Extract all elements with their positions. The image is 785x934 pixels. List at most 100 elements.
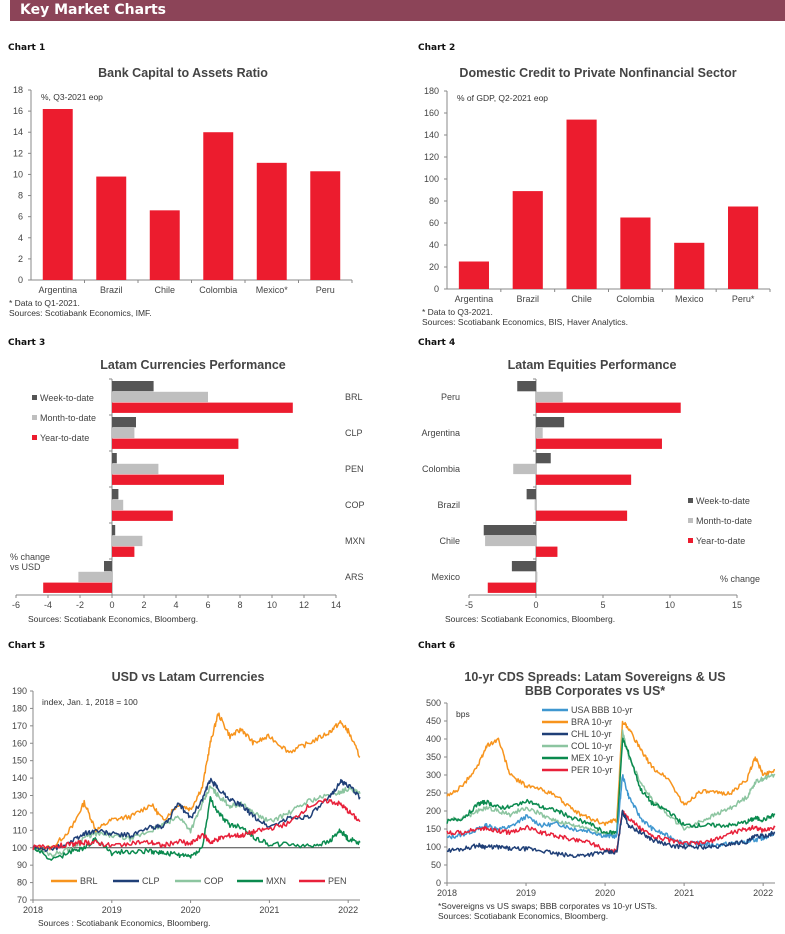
x-tick-label: 0 [109, 600, 114, 610]
x-tick-label: -5 [465, 600, 473, 610]
y-tick-label: 8 [18, 191, 23, 201]
y-tick-label: 300 [426, 770, 441, 780]
x-tick-label: Argentina [455, 294, 494, 304]
y-tick-label: 14 [13, 127, 23, 137]
legend-label: Month-to-date [696, 516, 752, 526]
bar-chile-week-to-date [483, 525, 536, 536]
category-label: Chile [439, 536, 460, 546]
chart-annotation: %, Q3-2021 eop [41, 92, 103, 102]
x-tick-label: 2021 [259, 905, 279, 915]
y-tick-label: 120 [424, 152, 439, 162]
category-label: Brazil [437, 500, 460, 510]
chart-1-bank-capital: Bank Capital to Assets Ratio %, Q3-2021 e… [9, 66, 353, 318]
bar-pen-week-to-date [112, 453, 117, 464]
y-tick-label: 130 [12, 791, 27, 801]
bar-brazil-year-to-date [536, 510, 628, 521]
y-tick-label: 450 [426, 716, 441, 726]
chart-6-cds-spreads: 10-yr CDS Spreads: Latam Sovereigns & US… [426, 670, 776, 921]
x-tick-label: 8 [237, 600, 242, 610]
chart-5-label: Chart 5 [8, 641, 46, 651]
x-tick-label: 2019 [102, 905, 122, 915]
y-tick-label: 150 [12, 756, 27, 766]
chart-title: Latam Currencies Performance [100, 358, 286, 372]
y-tick-label: 0 [436, 878, 441, 888]
category-label: Argentina [421, 428, 460, 438]
bar-mxn-month-to-date [112, 535, 143, 547]
y-tick-label: 100 [426, 842, 441, 852]
bar-brl-month-to-date [112, 391, 208, 403]
footnote: Sources: Scotiabank Economics, Bloomberg… [445, 614, 615, 624]
series-line-mxn [32, 795, 361, 861]
chart-2-label: Chart 2 [418, 43, 456, 53]
y-tick-label: 150 [426, 824, 441, 834]
y-tick-label: 0 [18, 275, 23, 285]
bar-pen-year-to-date [112, 474, 224, 485]
x-tick-label: 2018 [23, 905, 43, 915]
y-tick-label: 4 [18, 233, 23, 243]
bar-chile-year-to-date [536, 546, 558, 557]
x-tick-label: 2022 [338, 905, 358, 915]
chart-3-label: Chart 3 [8, 338, 46, 348]
y-tick-label: 18 [13, 85, 23, 95]
chart-title: Latam Equities Performance [508, 358, 677, 372]
x-tick-label: Brazil [100, 285, 123, 295]
chart-annotation: bps [456, 709, 470, 719]
y-tick-label: 12 [13, 148, 23, 158]
x-tick-label: Mexico* [256, 285, 289, 295]
bar-chile [566, 119, 597, 289]
category-label: BRL [345, 392, 363, 402]
footnote: Sources: Scotiabank Economics, Bloomberg… [438, 911, 608, 921]
legend-swatch [688, 538, 693, 543]
legend-swatch [688, 518, 693, 523]
y-tick-label: 90 [17, 860, 27, 870]
bar-argentina [458, 261, 489, 289]
y-tick-label: 250 [426, 788, 441, 798]
bar-cop-year-to-date [112, 510, 173, 521]
y-tick-label: 6 [18, 212, 23, 222]
y-tick-label: 120 [12, 808, 27, 818]
legend-label: Month-to-date [40, 413, 96, 423]
chart-title: Bank Capital to Assets Ratio [98, 66, 268, 80]
legend-label: Year-to-date [40, 433, 89, 443]
series-line-brl [32, 712, 361, 851]
footnote: Sources: Scotiabank Economics, Bloomberg… [28, 614, 198, 624]
legend-swatch [32, 415, 37, 420]
category-label: ARS [345, 572, 364, 582]
chart-annotation: index, Jan. 1, 2018 = 100 [42, 697, 138, 707]
footnote: * Data to Q1-2021. [9, 298, 80, 308]
axis-note: vs USD [10, 562, 41, 572]
chart-4-label: Chart 4 [418, 338, 456, 348]
bar-cop-week-to-date [112, 489, 119, 500]
chart-3-currencies-performance: Latam Currencies Performance -6 -4 -2 0 2 4 6 8 1… [10, 358, 365, 624]
x-tick-label: 0 [533, 600, 538, 610]
legend-label: MEX 10-yr [571, 753, 614, 763]
series-line-chl-10-yr [446, 809, 776, 858]
bar-brazil [96, 176, 127, 280]
x-tick-label: 2022 [753, 888, 773, 898]
bar-clp-week-to-date [112, 417, 136, 428]
chart-5-usd-vs-latam: USD vs Latam Currencies index, Jan. 1, 20… [12, 670, 361, 928]
y-tick-label: 200 [426, 806, 441, 816]
legend-label: MXN [266, 876, 286, 886]
bar-pen-month-to-date [112, 463, 159, 475]
y-tick-label: 60 [429, 218, 439, 228]
legend-swatch [32, 395, 37, 400]
bar-mexico-week-to-date [511, 561, 536, 572]
legend-label: PER 10-yr [571, 765, 613, 775]
legend-label: PEN [328, 876, 347, 886]
section-title: Key Market Charts [20, 2, 166, 18]
legend-label: CHL 10-yr [571, 729, 612, 739]
x-tick-label: Colombia [616, 294, 654, 304]
x-tick-label: 2020 [181, 905, 201, 915]
y-tick-label: 80 [17, 878, 27, 888]
axis-note: % change [10, 552, 50, 562]
bar-peru-week-to-date [517, 381, 536, 392]
y-tick-label: 100 [12, 843, 27, 853]
bar-mexico-month-to-date [536, 571, 538, 583]
chart-4-equities-performance: Latam Equities Performance -5 0 5 10 15 Peru Ar… [421, 358, 760, 624]
chart-2-domestic-credit: Domestic Credit to Private Nonfinancial … [422, 66, 771, 327]
x-tick-label: 2021 [674, 888, 694, 898]
x-tick-label: 10 [665, 600, 675, 610]
chart-title: Domestic Credit to Private Nonfinancial … [459, 66, 736, 80]
bar-clp-month-to-date [112, 427, 135, 439]
